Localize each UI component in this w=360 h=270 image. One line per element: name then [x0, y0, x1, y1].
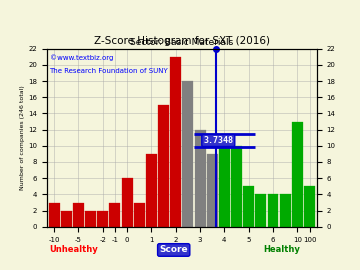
Text: Score: Score	[159, 245, 188, 254]
Bar	[207, 154, 218, 227]
Bar	[304, 186, 315, 227]
Bar	[109, 202, 120, 227]
Bar	[146, 154, 157, 227]
Bar	[158, 105, 169, 227]
Bar	[183, 81, 193, 227]
Bar	[255, 194, 266, 227]
Text: Sector: Basic Materials: Sector: Basic Materials	[130, 38, 233, 47]
Bar	[97, 211, 108, 227]
Y-axis label: Number of companies (246 total): Number of companies (246 total)	[20, 85, 25, 190]
Text: Healthy: Healthy	[263, 245, 300, 254]
Bar	[219, 138, 230, 227]
Bar	[243, 186, 254, 227]
Text: 3.7348: 3.7348	[203, 136, 233, 145]
Bar	[231, 146, 242, 227]
Bar	[170, 57, 181, 227]
Bar	[85, 211, 96, 227]
Text: Unhealthy: Unhealthy	[49, 245, 98, 254]
Bar	[49, 202, 59, 227]
Title: Z-Score Histogram for SXT (2016): Z-Score Histogram for SXT (2016)	[94, 36, 270, 46]
Text: ©www.textbiz.org: ©www.textbiz.org	[50, 54, 113, 61]
Bar	[134, 202, 145, 227]
Bar	[73, 202, 84, 227]
Bar	[61, 211, 72, 227]
Bar	[267, 194, 279, 227]
Text: The Research Foundation of SUNY: The Research Foundation of SUNY	[50, 68, 168, 74]
Bar	[122, 178, 132, 227]
Bar	[194, 130, 206, 227]
Bar	[292, 122, 303, 227]
Bar	[280, 194, 291, 227]
